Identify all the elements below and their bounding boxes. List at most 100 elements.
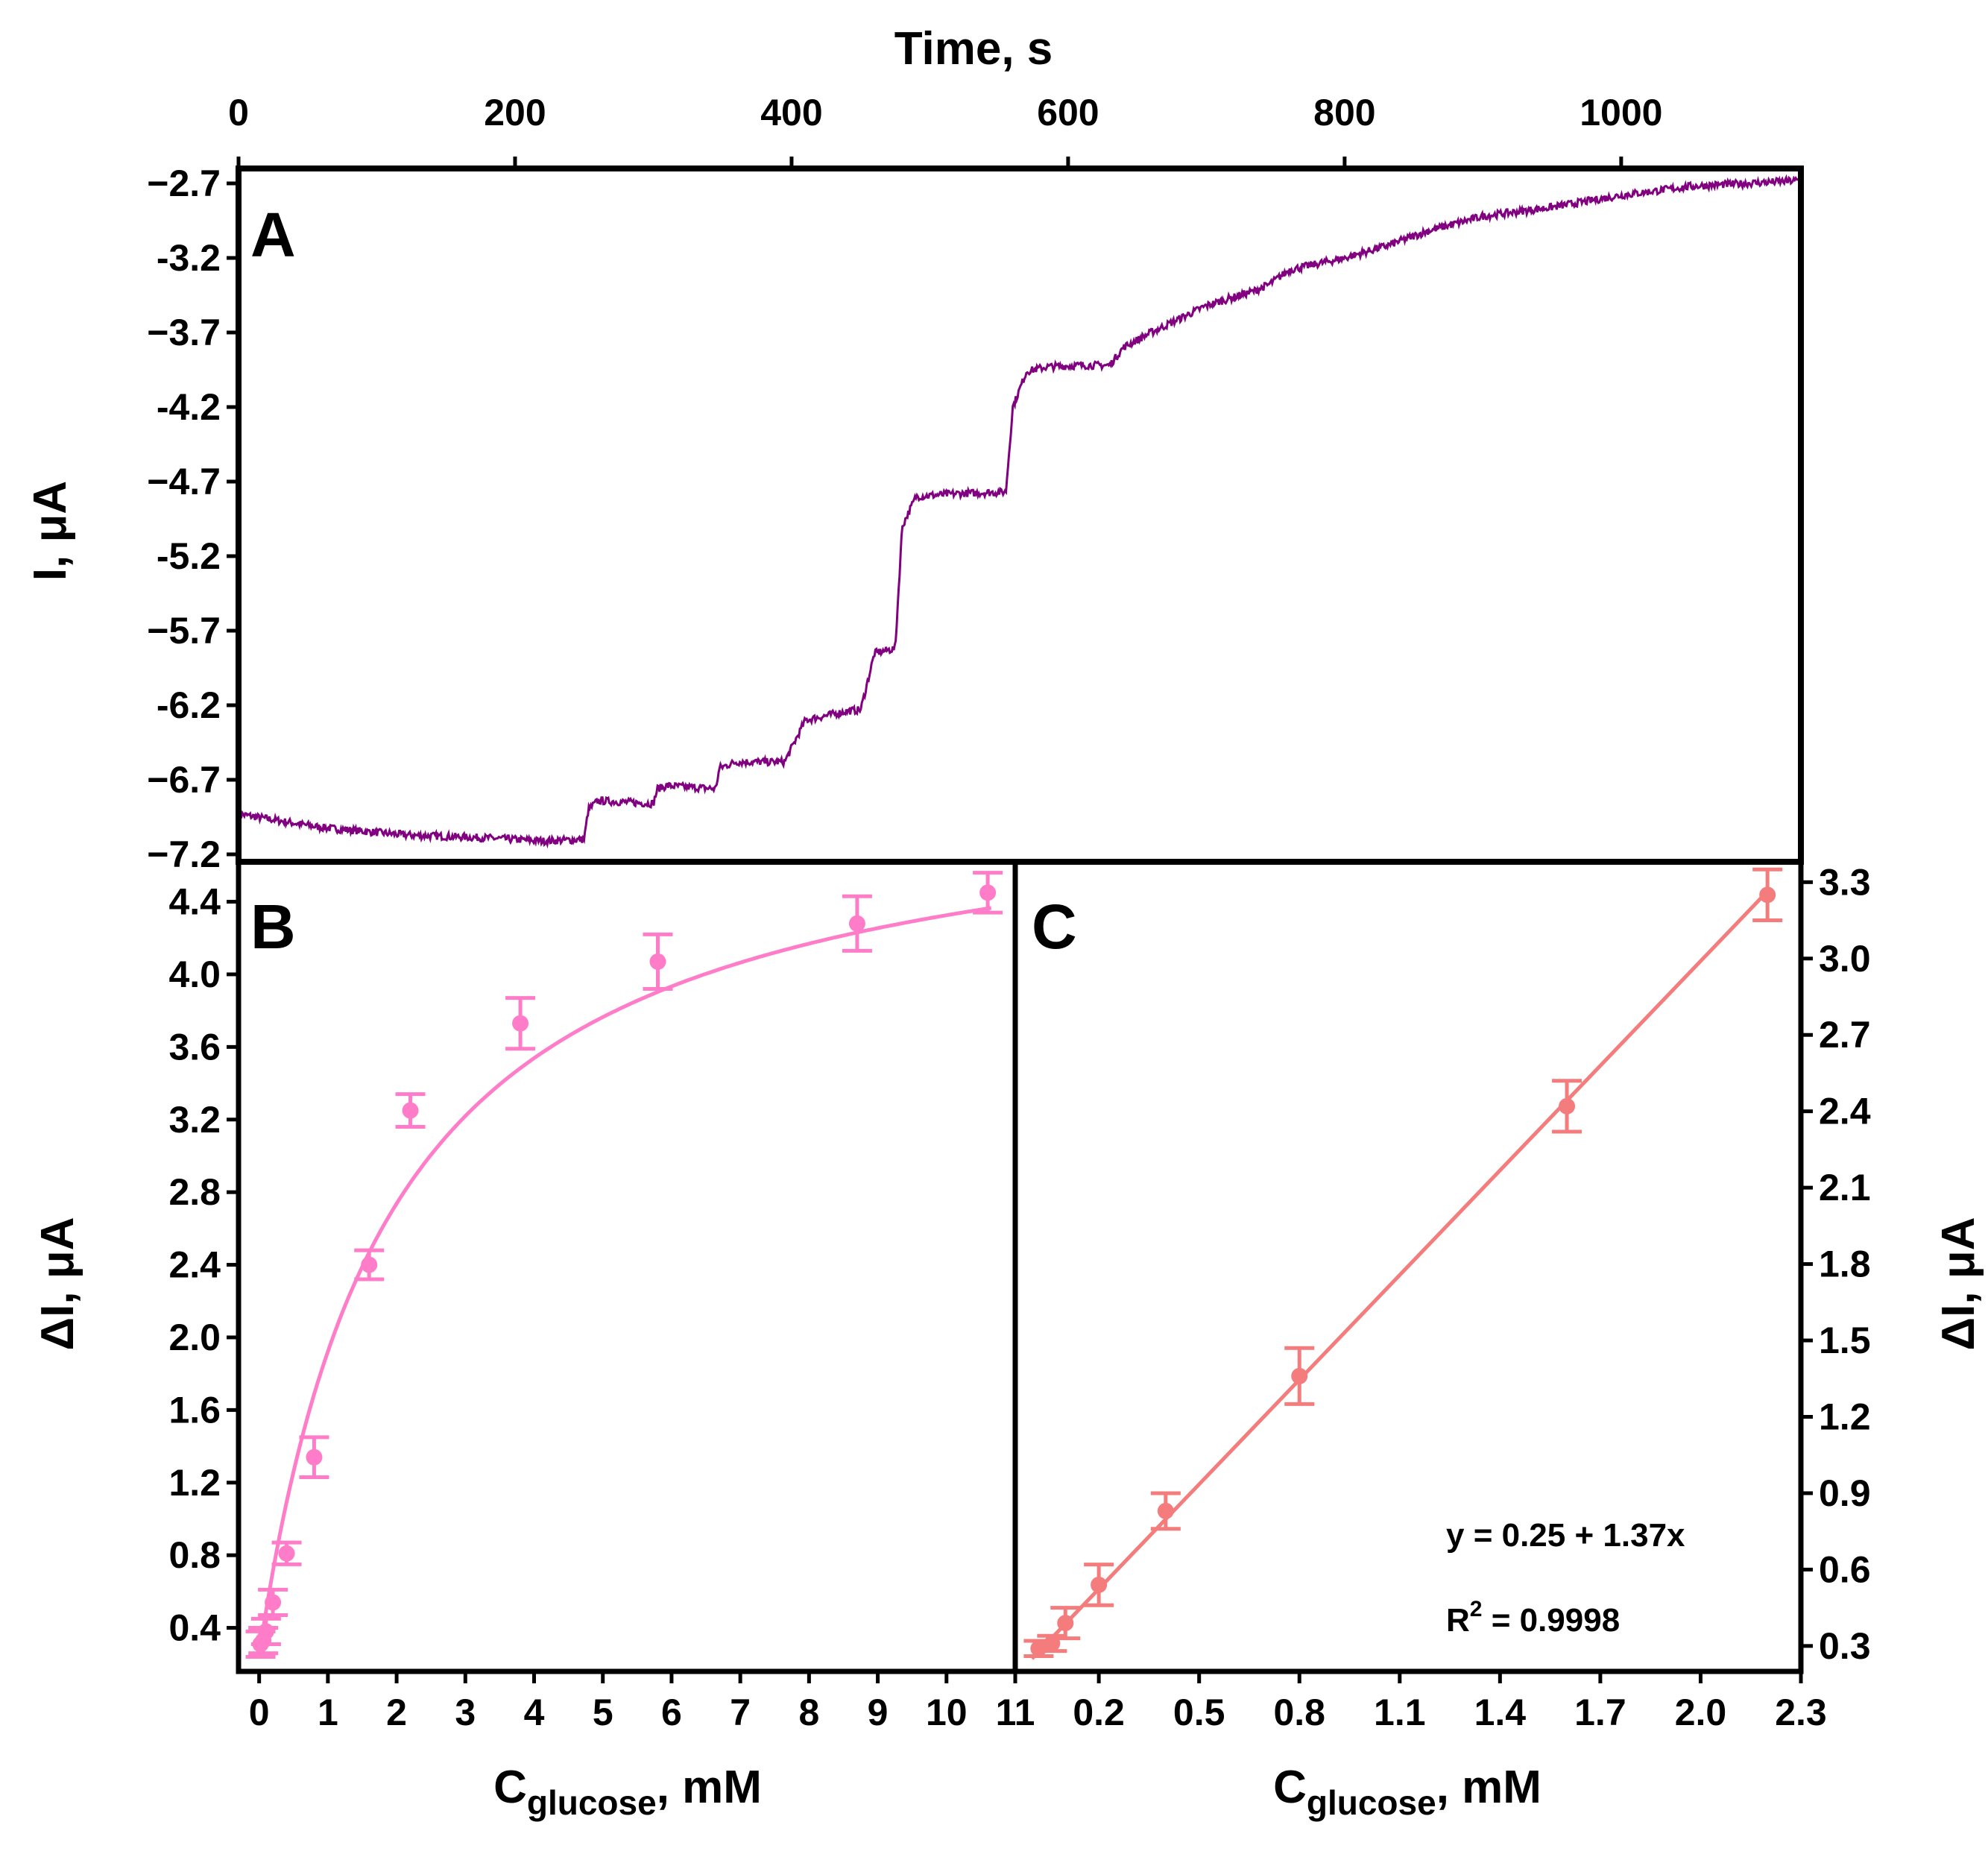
data-point [1752, 867, 1783, 923]
glucose-tick-label: 0.2 [1073, 1692, 1125, 1733]
delta-current-tick-label: 0.8 [168, 1534, 221, 1576]
panel-a: 0 200 400 600 800 1000 −2.7 -3.2 −3.7 -4.2 −4.7 -5.… [25, 23, 1804, 875]
delta-current-tick-label: 4.0 [168, 953, 221, 995]
glucose-tick-label: 11 [996, 1692, 1035, 1733]
delta-current-tick-label: 1.2 [1819, 1396, 1871, 1437]
delta-current-tick-label: 1.8 [1819, 1243, 1871, 1285]
current-tick-label: −6.7 [147, 759, 221, 801]
glucose-tick-label: 6 [661, 1692, 682, 1733]
marker [1759, 886, 1776, 904]
delta-current-tick-label: 2.1 [1819, 1167, 1871, 1208]
panel-a-letter: A [250, 200, 296, 270]
data-point [643, 932, 673, 991]
glucose-axis-title-c: Cglucose, mM [1273, 1762, 1542, 1822]
data-point [1084, 1563, 1114, 1607]
glucose-tick-label: 1.1 [1374, 1692, 1426, 1733]
panel-b-points [245, 871, 1003, 1659]
current-tick-label: −2.7 [147, 163, 221, 204]
glucose-axis-title-b: Cglucose, mM [493, 1762, 762, 1822]
glucose-tick-label: 1.4 [1474, 1692, 1527, 1733]
delta-current-tick-label: 1.2 [168, 1462, 221, 1504]
glucose-tick-label: 10 [926, 1692, 968, 1733]
data-point [299, 1435, 329, 1479]
marker [1157, 1502, 1174, 1519]
glucose-tick-label: 3 [455, 1692, 476, 1733]
marker [979, 884, 997, 901]
delta-current-tick-label: 3.0 [1819, 938, 1871, 980]
panel-b: 0 1 2 3 4 5 6 7 8 9 10 11 0.4 0.8 1.2 1.6 2.0 2.4 2.8 3.2 3.… [32, 859, 1035, 1822]
time-tick-label: 1000 [1580, 92, 1662, 133]
data-point [271, 1540, 302, 1566]
time-tick-label: 200 [484, 92, 546, 133]
current-tick-label: -6.2 [157, 684, 221, 726]
data-point [973, 871, 1003, 915]
glucose-tick-label: 2.3 [1775, 1692, 1827, 1733]
delta-current-tick-label: 3.6 [168, 1026, 221, 1068]
time-tick-label: 0 [228, 92, 249, 133]
delta-current-tick-label: 0.9 [1819, 1472, 1871, 1514]
glucose-tick-label: 0.5 [1173, 1692, 1225, 1733]
glucose-tick-label: 4 [524, 1692, 545, 1733]
marker [1559, 1097, 1576, 1115]
delta-current-tick-label: 0.6 [1819, 1548, 1871, 1590]
delta-current-tick-label: 2.4 [168, 1244, 221, 1286]
delta-current-axis-title-right: ΔI, μA [1933, 1217, 1984, 1351]
r-squared: R2 = 0.9998 [1446, 1597, 1620, 1639]
data-point [1284, 1346, 1315, 1406]
marker [265, 1594, 282, 1611]
delta-current-tick-label: 2.4 [1819, 1091, 1871, 1132]
marker [1057, 1615, 1074, 1632]
glucose-tick-label: 0.8 [1273, 1692, 1325, 1733]
current-trace-line [237, 174, 1802, 849]
glucose-tick-label: 5 [593, 1692, 613, 1733]
panel-c: 0.2 0.5 0.8 1.1 1.4 1.7 2.0 2.3 0.3 0.6 0.9 1.2 1.5 1… [1012, 859, 1984, 1822]
marker [257, 1623, 274, 1640]
linear-fit-line [1030, 889, 1769, 1660]
current-tick-label: −5.7 [147, 610, 221, 652]
time-tick-label: 600 [1037, 92, 1099, 133]
delta-current-tick-label: 0.3 [1819, 1625, 1871, 1667]
delta-current-axis-title-left: ΔI, μA [32, 1217, 83, 1351]
data-point [354, 1248, 385, 1282]
panel-b-ticks: 0 1 2 3 4 5 6 7 8 9 10 11 0.4 0.8 1.2 1.6 2.0 2.4 2.8 3.2 3.… [168, 881, 1035, 1733]
delta-current-tick-label: 0.4 [168, 1607, 221, 1649]
current-tick-label: −4.7 [147, 461, 221, 502]
current-tick-label: -3.2 [157, 237, 221, 279]
current-axis-title: I, μA [25, 481, 76, 581]
saturation-fit-curve [257, 906, 992, 1656]
glucose-tick-label: 2.0 [1675, 1692, 1727, 1733]
panel-b-letter: B [250, 892, 296, 962]
glucose-tick-label: 2 [386, 1692, 407, 1733]
time-tick-label: 800 [1313, 92, 1375, 133]
marker [1291, 1367, 1308, 1384]
glucose-tick-label: 0 [249, 1692, 270, 1733]
glucose-tick-label: 1 [318, 1692, 338, 1733]
panel-a-frame [236, 166, 1804, 865]
panel-c-letter: C [1032, 892, 1077, 962]
time-tick-label: 400 [760, 92, 822, 133]
delta-current-tick-label: 1.6 [168, 1389, 221, 1431]
data-point [1552, 1079, 1582, 1134]
panel-a-ticks: 0 200 400 600 800 1000 −2.7 -3.2 −3.7 -4.2 −4.7 -5.… [147, 92, 1662, 875]
data-point [395, 1092, 426, 1129]
marker [402, 1102, 419, 1119]
delta-current-tick-label: 4.4 [168, 881, 221, 923]
glucose-tick-label: 9 [868, 1692, 889, 1733]
data-point [505, 996, 536, 1051]
data-point [842, 894, 872, 953]
glucose-tick-label: 8 [798, 1692, 819, 1733]
current-tick-label: -5.2 [157, 535, 221, 577]
current-tick-label: −7.2 [147, 833, 221, 875]
panel-c-points [1023, 867, 1783, 1659]
fit-equation: y = 0.25 + 1.37x [1446, 1517, 1685, 1554]
marker [361, 1256, 378, 1273]
delta-current-tick-label: 1.5 [1819, 1320, 1871, 1361]
marker [649, 953, 666, 970]
time-axis-title: Time, s [894, 23, 1053, 75]
data-point [1150, 1491, 1181, 1531]
marker [512, 1015, 529, 1032]
marker [848, 915, 865, 932]
glucose-tick-label: 1.7 [1574, 1692, 1626, 1733]
current-tick-label: −3.7 [147, 312, 221, 353]
